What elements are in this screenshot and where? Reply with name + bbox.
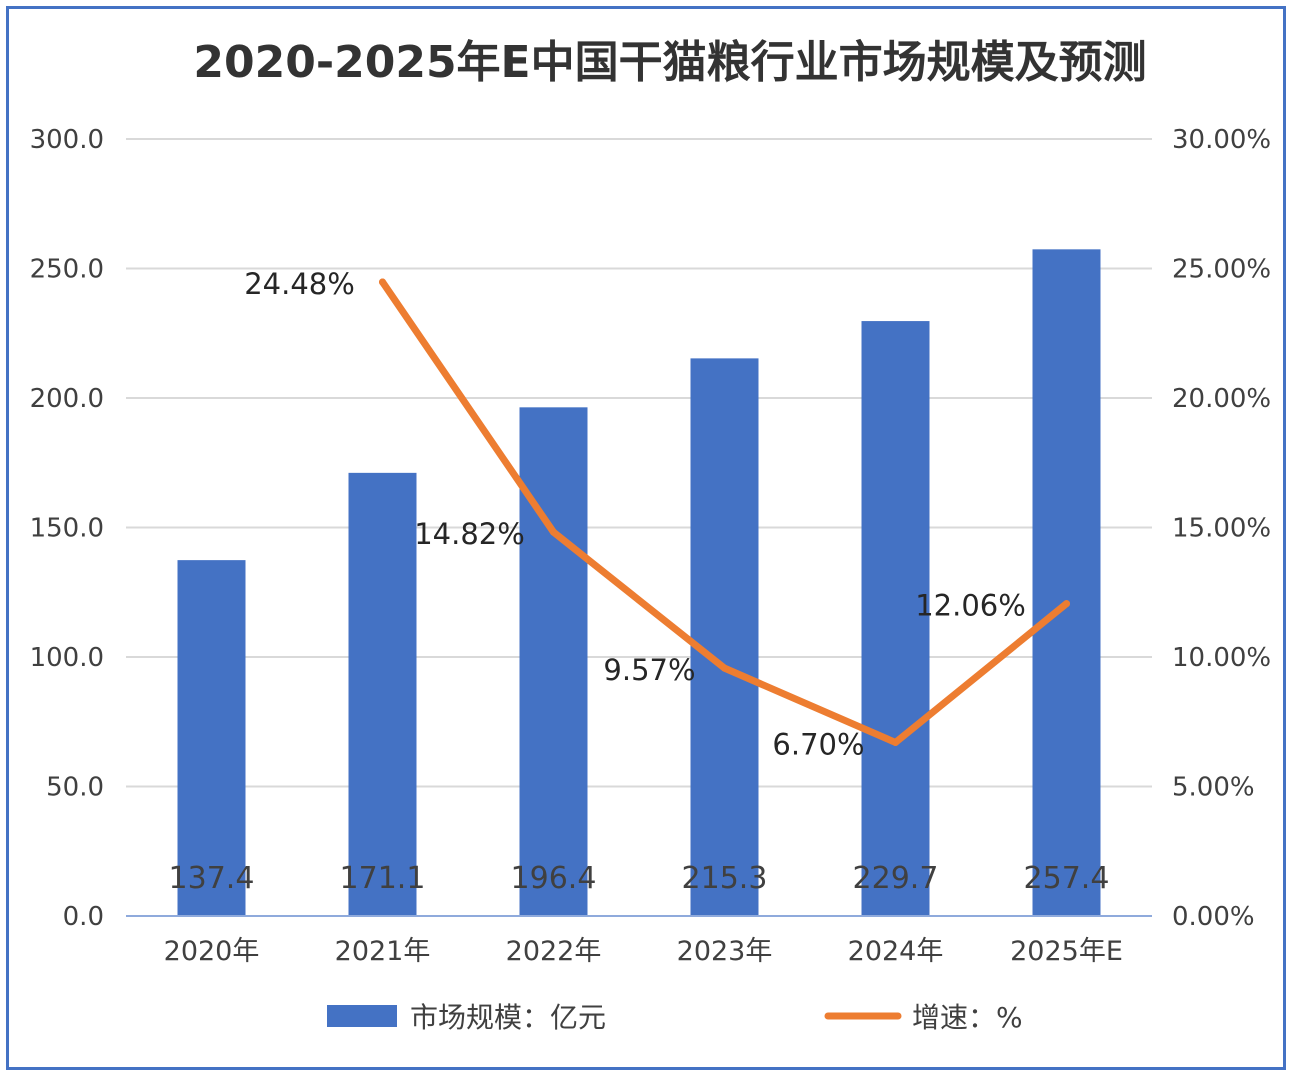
right-tick-label: 10.00%	[1172, 643, 1271, 673]
left-tick-label: 200.0	[30, 384, 104, 414]
right-tick-label: 20.00%	[1172, 384, 1271, 414]
gridlines	[126, 138, 1152, 788]
right-tick-label: 0.00%	[1172, 902, 1255, 932]
left-tick-label: 100.0	[30, 643, 104, 673]
left-tick-label: 150.0	[30, 514, 104, 544]
legend-line-label: 增速：%	[912, 1001, 1023, 1034]
right-tick-label: 25.00%	[1172, 255, 1271, 285]
chart-title: 2020-2025年E中国干猫粮行业市场规模及预测	[193, 37, 1146, 88]
left-tick-label: 300.0	[30, 125, 104, 155]
left-tick-label: 0.0	[63, 902, 104, 932]
line-point	[1063, 600, 1070, 608]
x-tick-label: 2024年	[848, 936, 944, 967]
bar	[348, 472, 417, 916]
bar-value-label: 137.4	[169, 861, 255, 896]
bar-value-label: 215.3	[682, 861, 768, 896]
left-y-axis: 0.0 50.0 100.0 150.0 200.0 250.0 300.0	[30, 125, 104, 932]
x-tick-label: 2021年	[335, 936, 431, 967]
x-tick-label: 2020年	[164, 936, 260, 967]
bar	[861, 321, 930, 916]
right-y-axis: 0.00% 5.00% 10.00% 15.00% 20.00% 25.00% 30.00%	[1172, 125, 1271, 932]
line-value-label: 14.82%	[414, 517, 525, 551]
line-value-label: 9.57%	[603, 653, 695, 687]
bar	[519, 407, 588, 916]
bar-data-labels: 137.4 171.1 196.4 215.3 229.7 257.4	[169, 861, 1110, 896]
legend: 市场规模：亿元 增速：%	[327, 1001, 1023, 1034]
right-tick-label: 5.00%	[1172, 773, 1255, 803]
left-tick-label: 250.0	[30, 255, 104, 285]
line-point	[721, 664, 728, 672]
bar-value-label: 257.4	[1024, 861, 1110, 896]
right-tick-label: 15.00%	[1172, 514, 1271, 544]
bar-value-label: 196.4	[511, 861, 597, 896]
x-tick-label: 2023年	[677, 936, 773, 967]
right-tick-label: 30.00%	[1172, 125, 1271, 155]
line-point	[379, 278, 386, 286]
line-value-label: 12.06%	[915, 589, 1026, 623]
bar-value-label: 229.7	[853, 861, 939, 896]
line-value-label: 6.70%	[772, 727, 864, 761]
line-series	[379, 278, 1070, 746]
line-point	[550, 528, 557, 536]
legend-bar-swatch	[327, 1005, 397, 1027]
left-tick-label: 50.0	[46, 773, 104, 803]
bar-value-label: 171.1	[340, 861, 426, 896]
x-axis: 2020年 2021年 2022年 2023年 2024年 2025年E	[126, 915, 1152, 967]
bar	[690, 358, 759, 916]
x-tick-label: 2022年	[506, 936, 602, 967]
bar	[177, 560, 246, 916]
x-tick-label: 2025年E	[1010, 936, 1123, 967]
bar-series	[177, 249, 1101, 917]
line-point	[892, 738, 899, 746]
legend-bar-label: 市场规模：亿元	[410, 1001, 606, 1034]
bar	[1032, 249, 1101, 917]
line-data-labels: 24.48% 14.82% 9.57% 6.70% 12.06%	[244, 267, 1026, 762]
line-value-label: 24.48%	[244, 267, 355, 301]
